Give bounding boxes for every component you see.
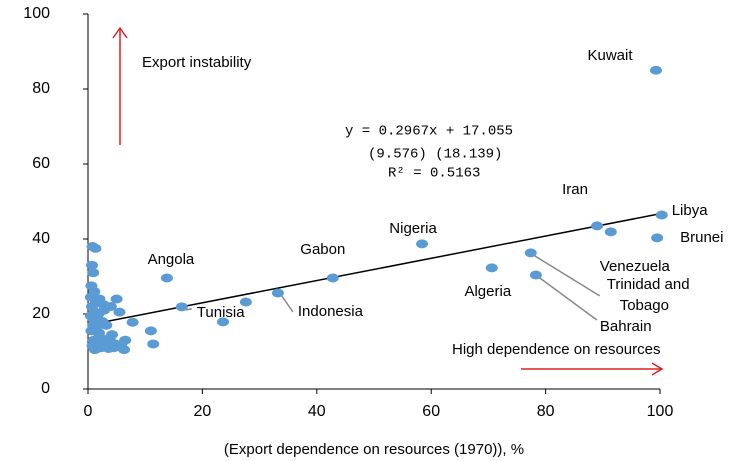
- point: [126, 317, 139, 327]
- point-label: Trinidad and Tobago: [607, 276, 690, 314]
- point-label: Angola: [148, 251, 195, 268]
- point: [102, 344, 115, 353]
- point-label: Tunisia: [197, 304, 245, 321]
- point-label: Nigeria: [389, 220, 437, 237]
- point: [175, 302, 188, 312]
- x-tick-label: 100: [647, 403, 674, 420]
- point: [85, 281, 98, 291]
- point-label: Libya: [672, 202, 709, 219]
- point: [87, 268, 100, 278]
- point: [88, 307, 101, 317]
- y-tick-label: 100: [23, 5, 50, 22]
- leader-line: [281, 295, 294, 313]
- point: [144, 326, 157, 336]
- point: [89, 243, 102, 253]
- point-label: Bahrain: [600, 318, 652, 335]
- leader-line: [185, 308, 192, 311]
- point: [216, 317, 229, 327]
- point: [239, 297, 252, 307]
- annotation: High dependence on resources: [452, 341, 660, 358]
- point: [106, 330, 119, 340]
- annotation: Export instability: [142, 54, 252, 71]
- point: [160, 273, 173, 283]
- point: [147, 339, 160, 349]
- point: [115, 340, 128, 350]
- x-tick-label: 40: [308, 403, 326, 420]
- point: [529, 270, 542, 280]
- point-label: Kuwait: [587, 47, 633, 64]
- leader-line: [539, 277, 598, 321]
- point-label: Indonesia: [298, 303, 364, 320]
- point: [113, 307, 126, 317]
- point: [485, 263, 498, 273]
- point: [94, 337, 107, 347]
- arrow-head: [651, 362, 664, 376]
- x-tick-label: 20: [194, 403, 212, 420]
- point: [97, 300, 110, 310]
- y-tick-label: 80: [32, 80, 50, 97]
- arrow-head: [112, 26, 128, 39]
- point: [524, 248, 537, 258]
- equation: R² = 0.5163: [388, 166, 480, 182]
- point-label: Gabon: [300, 241, 345, 258]
- point: [84, 292, 97, 302]
- y-tick-label: 60: [32, 155, 50, 172]
- point: [86, 260, 99, 270]
- point: [87, 320, 100, 330]
- equation: y = 0.2967x + 17.055: [345, 124, 513, 140]
- point: [271, 288, 284, 298]
- point-label: Iran: [562, 181, 588, 198]
- point: [591, 221, 604, 231]
- point: [326, 273, 339, 283]
- point: [655, 210, 668, 220]
- x-axis-label: (Export dependence on resources (1970)),…: [224, 441, 524, 458]
- point-label: Brunei: [680, 229, 723, 246]
- point: [651, 233, 664, 243]
- point: [604, 227, 617, 237]
- point: [416, 239, 429, 249]
- trend-line: [89, 213, 661, 326]
- x-tick-label: 60: [422, 403, 440, 420]
- point: [649, 65, 662, 75]
- y-tick-label: 40: [32, 230, 50, 247]
- point: [110, 294, 123, 304]
- y-tick-label: 20: [32, 305, 50, 322]
- point-label: Venezuela: [600, 258, 671, 275]
- y-tick-label: 0: [41, 380, 50, 397]
- x-tick-label: 0: [84, 403, 93, 420]
- leader-line: [534, 255, 601, 297]
- x-tick-label: 80: [537, 403, 555, 420]
- point: [92, 328, 105, 338]
- point-label: Algeria: [464, 283, 511, 300]
- equation: (9.576) (18.139): [368, 147, 502, 163]
